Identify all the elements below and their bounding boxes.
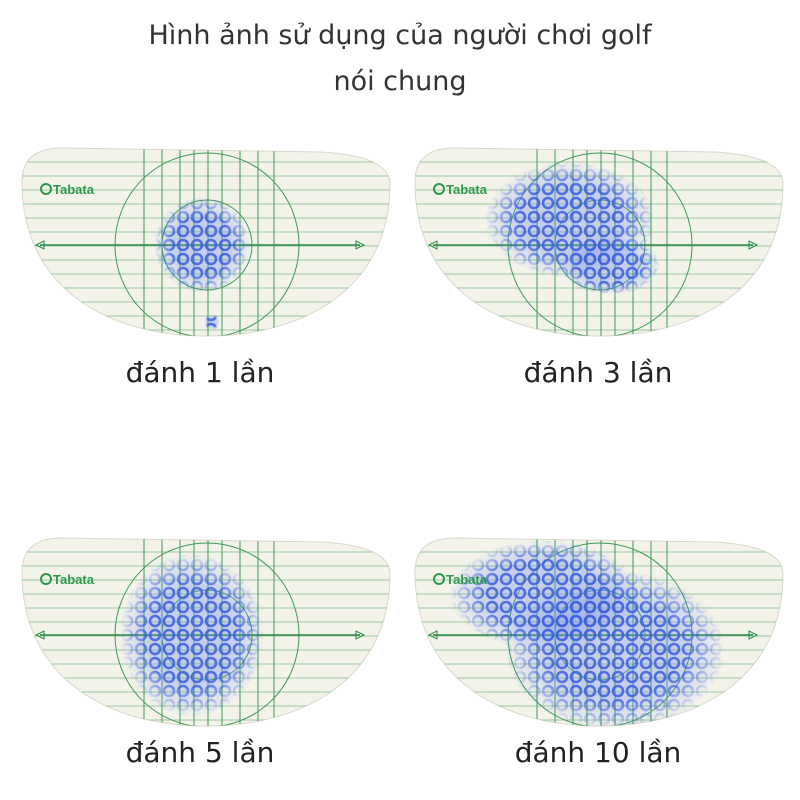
sticker-print bbox=[22, 538, 390, 726]
caption: đánh 10 lần bbox=[515, 736, 682, 769]
title-line: Hình ảnh sử dụng của người chơi golf bbox=[148, 20, 653, 51]
caption: đánh 5 lần bbox=[126, 736, 275, 769]
arrow bbox=[355, 630, 366, 640]
brand-logo bbox=[40, 183, 52, 195]
impact-mark bbox=[204, 314, 220, 330]
impact-sticker: Tabata bbox=[21, 537, 391, 727]
impact-mark bbox=[154, 197, 250, 293]
arrow bbox=[427, 240, 438, 250]
arrow bbox=[34, 630, 45, 640]
arrow bbox=[748, 630, 759, 640]
brand: Tabata bbox=[53, 572, 95, 587]
brand: Tabata bbox=[53, 182, 95, 197]
brand-logo bbox=[40, 573, 52, 585]
caption: đánh 3 lần bbox=[524, 356, 673, 389]
impact-sticker: Tabata bbox=[414, 147, 784, 337]
caption: đánh 1 lần bbox=[126, 356, 275, 389]
sticker-print bbox=[415, 538, 783, 726]
brand-logo bbox=[433, 183, 445, 195]
brand-logo bbox=[433, 573, 445, 585]
impact-sticker: Tabata bbox=[21, 147, 391, 337]
arrow bbox=[427, 630, 438, 640]
impact-mark bbox=[505, 570, 725, 726]
arrow bbox=[355, 240, 366, 250]
impact-mark bbox=[560, 235, 660, 295]
brand: Tabata bbox=[446, 182, 488, 197]
arrow bbox=[748, 240, 759, 250]
impact-sticker: Tabata bbox=[414, 537, 784, 727]
title-line: nói chung bbox=[333, 66, 466, 97]
brand: Tabata bbox=[446, 572, 488, 587]
arrow bbox=[34, 240, 45, 250]
impact-mark bbox=[120, 553, 264, 717]
sticker-print bbox=[415, 148, 783, 336]
